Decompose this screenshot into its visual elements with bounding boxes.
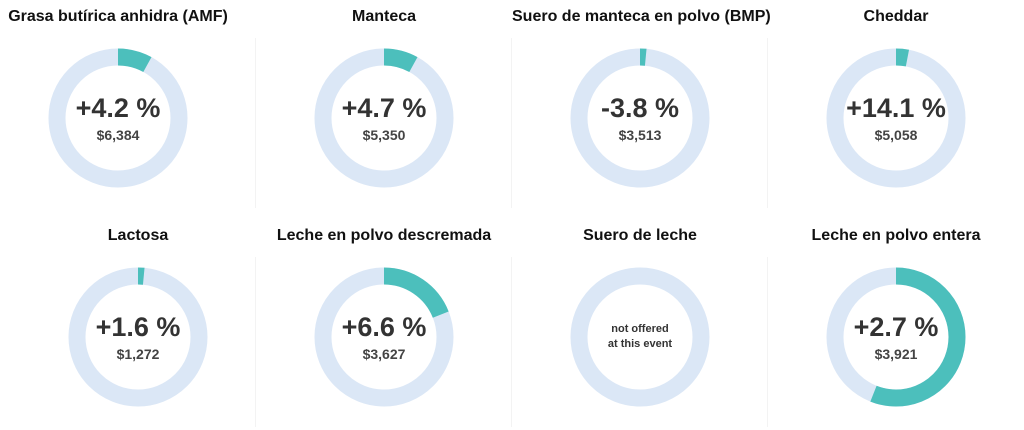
donut-center: +2.7 % $3,921 bbox=[826, 267, 966, 407]
panel-title: Leche en polvo entera bbox=[811, 227, 981, 244]
donut-panel-cheddar: Cheddar +14.1 % $5,058 bbox=[768, 0, 1024, 211]
donut-fill-arc bbox=[48, 48, 188, 188]
panel-divider bbox=[767, 257, 768, 427]
donut-ring bbox=[826, 267, 966, 407]
panel-title: Lactosa bbox=[107, 227, 169, 244]
price-value: $6,384 bbox=[96, 127, 140, 143]
percent-change: +1.6 % bbox=[95, 312, 181, 342]
price-value: $3,627 bbox=[362, 346, 406, 362]
price-value: $3,513 bbox=[618, 127, 662, 143]
donut-fill-arc bbox=[68, 267, 208, 407]
donut-center: not offered at this event bbox=[570, 267, 710, 407]
panel-divider bbox=[255, 38, 256, 208]
donut-ring bbox=[48, 48, 188, 188]
donut-fill-arc bbox=[826, 267, 966, 407]
panel-divider bbox=[255, 257, 256, 427]
panel-title: Leche en polvo descremada bbox=[276, 227, 492, 244]
panel-title: Suero de leche bbox=[583, 227, 697, 244]
donut-center: +4.2 % $6,384 bbox=[48, 48, 188, 188]
donut-fill-arc bbox=[314, 48, 454, 188]
panel-title: Manteca bbox=[351, 8, 417, 25]
donut-panel-lactosa: Lactosa +1.6 % $1,272 bbox=[0, 219, 256, 430]
donut-track bbox=[570, 267, 710, 407]
donut-panel-manteca: Manteca +4.7 % $5,350 bbox=[256, 0, 512, 211]
donut-center: +14.1 % $5,058 bbox=[826, 48, 966, 188]
donut-center: -3.8 % $3,513 bbox=[570, 48, 710, 188]
price-value: $5,350 bbox=[362, 127, 406, 143]
panel-title: Suero de manteca en polvo (BMP) bbox=[512, 8, 771, 25]
percent-change: +4.7 % bbox=[341, 93, 427, 123]
percent-change: -3.8 % bbox=[600, 93, 680, 123]
donut-ring bbox=[826, 48, 966, 188]
panel-title: Cheddar bbox=[863, 8, 929, 25]
donut-ring bbox=[314, 267, 454, 407]
percent-change: +4.2 % bbox=[75, 93, 161, 123]
donut-panel-amf: Grasa butírica anhidra (AMF) +4.2 % $6,384 bbox=[0, 0, 256, 211]
donut-ring bbox=[570, 267, 710, 407]
donut-center: +4.7 % $5,350 bbox=[314, 48, 454, 188]
donut-panel-leche-entera: Leche en polvo entera +2.7 % $3,921 bbox=[768, 219, 1024, 430]
panel-divider bbox=[511, 38, 512, 208]
panel-divider bbox=[767, 38, 768, 208]
panel-title: Grasa butírica anhidra (AMF) bbox=[8, 8, 228, 25]
donut-panel-bmp: Suero de manteca en polvo (BMP) -3.8 % $3,… bbox=[512, 0, 771, 211]
donut-fill-arc bbox=[314, 267, 454, 407]
donut-ring bbox=[570, 48, 710, 188]
donut-ring bbox=[68, 267, 208, 407]
donut-panel-leche-descremada: Leche en polvo descremada +6.6 % $3,627 bbox=[256, 219, 512, 430]
percent-change: +2.7 % bbox=[853, 312, 939, 342]
panel-divider bbox=[511, 257, 512, 427]
donut-panel-suero-de-leche: Suero de leche not offered at this event bbox=[512, 219, 768, 430]
price-value: $1,272 bbox=[116, 346, 160, 362]
donut-ring bbox=[314, 48, 454, 188]
not-offered-note: not offered at this event bbox=[607, 323, 673, 350]
percent-change: +6.6 % bbox=[341, 312, 427, 342]
donut-fill-arc bbox=[570, 48, 710, 188]
donut-center: +6.6 % $3,627 bbox=[314, 267, 454, 407]
price-value: $3,921 bbox=[874, 346, 918, 362]
percent-change: +14.1 % bbox=[846, 93, 946, 123]
donut-fill-arc bbox=[826, 48, 966, 188]
price-value: $5,058 bbox=[874, 127, 918, 143]
donut-center: +1.6 % $1,272 bbox=[68, 267, 208, 407]
